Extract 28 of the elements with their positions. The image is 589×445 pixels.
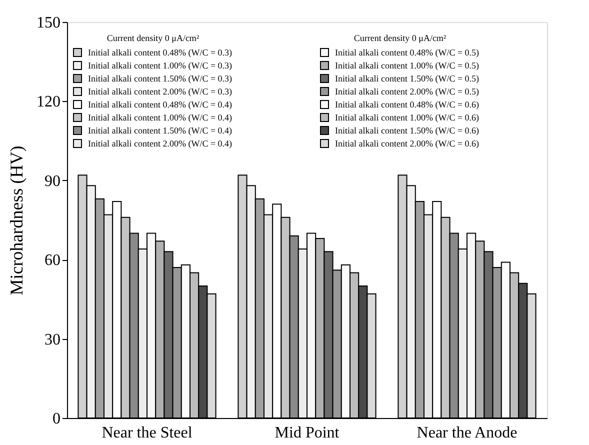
legend-label: Initial alkali content 1.00% (W/C = 0.5): [335, 60, 480, 70]
legend-label: Initial alkali content 1.00% (W/C = 0.6): [335, 112, 480, 122]
legend-label: Initial alkali content 2.00% (W/C = 0.6): [335, 138, 480, 148]
text: Current density 0 μA/cm²: [354, 33, 446, 43]
y-tick-label: 120: [36, 94, 60, 111]
y-tick-label: 0: [52, 410, 60, 428]
legend-label: Initial alkali content 1.00% (W/C = 0.4): [88, 112, 232, 122]
x-tick-label: Near the Steel: [102, 424, 193, 442]
legend-label: Initial alkali content 0.48% (W/C = 0.3): [88, 48, 232, 58]
y-axis-title: Microhardness (HV): [6, 146, 26, 296]
legend-label: Initial alkali content 0.48% (W/C = 0.6): [335, 100, 480, 110]
legend-label: Initial alkali content 1.50% (W/C = 0.6): [335, 126, 480, 136]
x-tick-label: Mid Point: [274, 424, 340, 442]
y-tick-label: 60: [44, 252, 60, 270]
y-tick-label: 90: [44, 172, 60, 190]
y-tick-label: 150: [36, 14, 60, 32]
legend-label: Initial alkali content 1.50% (W/C = 0.5): [335, 74, 480, 84]
legend-label: Initial alkali content 2.00% (W/C = 0.3): [88, 86, 232, 96]
x-tick-label: Near the Anode: [416, 424, 518, 442]
legend-label: Initial alkali content 1.50% (W/C = 0.3): [88, 74, 232, 84]
legend-label: Initial alkali content 0.48% (W/C = 0.4): [88, 100, 232, 110]
y-tick-label: 30: [44, 331, 60, 348]
legend-label: Initial alkali content 1.50% (W/C = 0.4): [88, 126, 232, 136]
legend-label: Initial alkali content 0.48% (W/C = 0.5): [335, 48, 480, 58]
legend-title: Current density 0 μA/cm²: [106, 33, 200, 43]
legend-label: Initial alkali content 1.00% (W/C = 0.3): [88, 60, 232, 70]
legend-label: Initial alkali content 2.00% (W/C = 0.5): [335, 86, 480, 96]
legend-label: Initial alkali content 2.00% (W/C = 0.4): [88, 138, 232, 148]
